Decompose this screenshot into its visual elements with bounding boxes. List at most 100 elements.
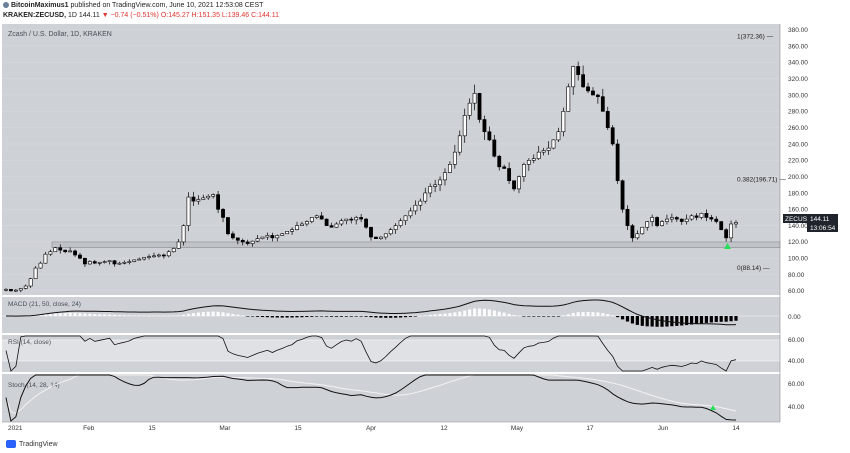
candle	[699, 212, 704, 220]
price-panel[interactable]	[2, 24, 780, 295]
macd-bar	[251, 316, 255, 317]
price-tick: 100.00	[788, 256, 808, 263]
macd-bar	[517, 315, 521, 317]
stoch-d-line	[5, 374, 737, 415]
candle	[669, 213, 674, 223]
candle	[18, 288, 23, 293]
candle	[161, 253, 166, 259]
macd-bar	[650, 316, 654, 327]
candle	[107, 260, 112, 265]
macd-bar	[211, 311, 215, 316]
current-price-label: ZECUSD 144.11 13:06:54	[783, 214, 838, 232]
candle	[230, 231, 235, 240]
macd-bar	[236, 314, 240, 316]
candle	[660, 220, 664, 227]
candle	[684, 214, 689, 225]
price-tick: 200.00	[788, 174, 808, 181]
candle	[28, 277, 33, 288]
price-tick: 340.00	[788, 60, 808, 67]
chart-header: BitcoinMaximus1 published on TradingView…	[0, 0, 850, 24]
bullish-arrow-icon	[724, 243, 731, 249]
macd-bar	[38, 314, 43, 316]
macd-bar	[103, 314, 107, 316]
candle	[418, 198, 423, 211]
stoch-panel[interactable]	[2, 374, 780, 422]
macd-bar	[522, 316, 526, 317]
macd-bar	[719, 316, 723, 322]
macd-bar	[546, 316, 551, 317]
macd-bar	[685, 316, 689, 326]
candle	[655, 216, 659, 228]
candle	[87, 260, 92, 265]
candle	[4, 288, 8, 292]
candle	[53, 247, 58, 253]
macd-bar	[339, 316, 344, 317]
rsi-label: RSI (14, close)	[8, 339, 51, 346]
brand[interactable]: TradingView	[19, 440, 58, 448]
candle	[467, 98, 472, 120]
candle	[610, 124, 615, 146]
candle	[38, 261, 43, 269]
macd-bar	[423, 315, 427, 316]
candle	[43, 251, 48, 264]
macd-bar	[512, 315, 516, 316]
candle	[512, 180, 516, 192]
candle	[240, 238, 245, 246]
candle	[403, 215, 408, 226]
macd-bar	[93, 313, 97, 316]
macd-bar	[255, 316, 260, 317]
macd-bar	[162, 315, 166, 317]
candle	[615, 139, 620, 184]
candle	[171, 247, 176, 253]
candle	[206, 194, 211, 200]
candle	[78, 252, 82, 260]
candle	[132, 259, 137, 263]
fib-levels: 1(372.36) — 0.382(196.71) — 0(88.14) —	[737, 33, 786, 272]
candle	[541, 147, 546, 156]
macd-bar	[680, 316, 684, 326]
time-tick: 12	[440, 425, 448, 432]
macd-bar	[408, 316, 413, 317]
candle	[334, 222, 339, 228]
macd-panel[interactable]	[2, 297, 780, 333]
candle	[92, 259, 97, 265]
macd-bar	[152, 315, 156, 317]
candle	[531, 154, 536, 164]
price-tick: 320.00	[788, 76, 808, 83]
candle	[9, 288, 13, 292]
candle	[364, 217, 368, 229]
macd-bar	[181, 314, 186, 316]
candle	[304, 220, 309, 227]
symbol-tag	[783, 214, 807, 223]
macd-bar	[270, 316, 274, 318]
candle	[73, 249, 77, 257]
candle	[68, 247, 73, 253]
author[interactable]: BitcoinMaximus1	[11, 2, 69, 9]
rsi-line	[5, 335, 737, 372]
candle	[600, 88, 605, 112]
macd-bar	[458, 311, 462, 316]
candle	[181, 224, 186, 246]
candle	[309, 217, 314, 224]
macd-bar	[675, 316, 679, 326]
macd-bar	[43, 314, 48, 316]
candle	[235, 237, 240, 245]
candle	[393, 223, 398, 234]
macd-bar	[542, 316, 546, 317]
time-tick: Feb	[83, 425, 95, 432]
macd-bar	[48, 313, 52, 316]
chart-title: Zcash / U.S. Dollar, 1D, KRAKEN	[8, 31, 112, 38]
candle	[665, 214, 669, 225]
macd-bar	[433, 314, 437, 316]
candle	[196, 195, 201, 205]
macd-tick: 0.00	[788, 314, 801, 321]
candle	[709, 214, 714, 222]
candle	[255, 235, 260, 243]
candle	[275, 234, 280, 242]
candle	[221, 207, 225, 223]
candle	[679, 218, 684, 225]
candle	[526, 158, 531, 171]
macd-bar	[561, 315, 565, 316]
candle	[122, 260, 127, 265]
